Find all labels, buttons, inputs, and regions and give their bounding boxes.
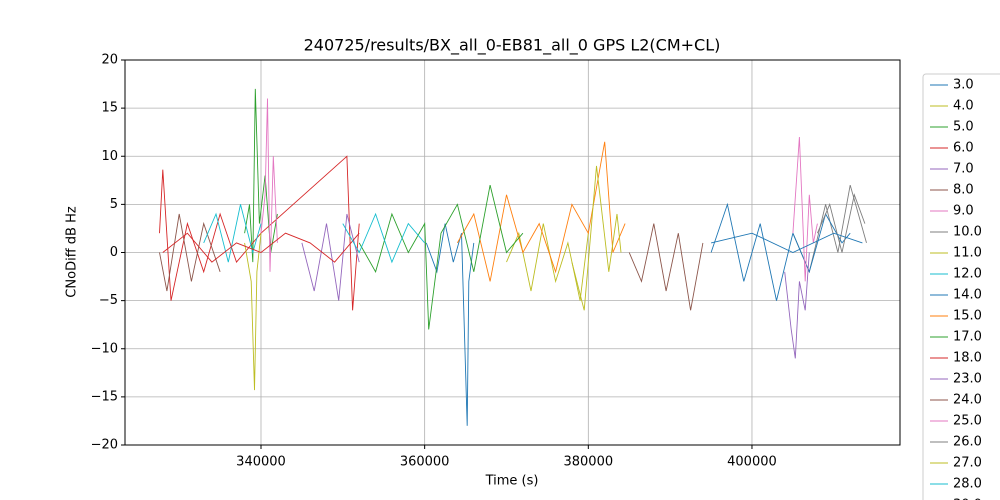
legend-label: 8.0	[953, 183, 974, 198]
legend-label: 27.0	[953, 456, 982, 471]
series-line	[792, 136, 818, 282]
series-line	[260, 98, 278, 272]
legend-label: 10.0	[953, 225, 982, 240]
y-tick-label: 10	[101, 149, 118, 164]
series-line	[159, 155, 360, 311]
series-line	[342, 212, 426, 264]
legend-box	[922, 73, 1000, 500]
legend: 3.0 4.0 5.0 6.0 7.0 8.0 9.0 10.0 11.0 12.0 14.0 15.…	[930, 78, 982, 500]
legend-label: 5.0	[953, 120, 974, 135]
series-line	[710, 202, 851, 301]
series-line	[457, 141, 626, 282]
legend-label: 12.0	[953, 267, 982, 282]
plot-lines	[159, 88, 867, 426]
legend-label: 17.0	[953, 330, 982, 345]
series-line	[358, 184, 524, 330]
legend-label: 14.0	[953, 288, 982, 303]
x-axis-label: Time (s)	[485, 474, 539, 489]
series-line	[571, 165, 622, 311]
y-tick-label: 5	[110, 197, 118, 212]
y-tick-label: −15	[91, 389, 118, 404]
series-line	[425, 223, 475, 426]
chart-title: 240725/results/BX_all_0-EB81_all_0 GPS L…	[304, 36, 721, 56]
y-tick-label: −10	[91, 341, 118, 356]
series-line	[162, 232, 360, 263]
legend-label: 25.0	[953, 414, 982, 429]
series-line	[816, 193, 866, 253]
legend-label: 18.0	[953, 351, 982, 366]
legend-label: 6.0	[953, 141, 974, 156]
series-line	[710, 232, 863, 253]
y-tick-label: −5	[99, 293, 118, 308]
x-tick-label: 380000	[563, 455, 613, 470]
y-tick-label: 20	[101, 53, 118, 68]
legend-label: 4.0	[953, 99, 974, 114]
legend-label: 23.0	[953, 372, 982, 387]
y-tick-label: 15	[101, 101, 118, 116]
legend-label: 3.0	[953, 78, 974, 93]
y-axis-label: CNoDiff dB Hz	[65, 206, 80, 298]
y-tick-label: 0	[110, 245, 118, 260]
series-line	[784, 252, 810, 359]
x-tick-label: 400000	[727, 455, 777, 470]
y-tick-label: −20	[91, 438, 118, 453]
legend-label: 15.0	[953, 309, 982, 324]
legend-label: 9.0	[953, 204, 974, 219]
legend-label: 7.0	[953, 162, 974, 177]
legend-label: 11.0	[953, 246, 982, 261]
series-line	[203, 204, 262, 263]
legend-label: 26.0	[953, 435, 982, 450]
legend-label: 24.0	[953, 393, 982, 408]
series-line	[244, 233, 262, 391]
series-line	[159, 213, 221, 292]
legend-label: 28.0	[953, 477, 982, 492]
x-tick-label: 360000	[400, 455, 450, 470]
series-line	[628, 223, 704, 311]
series-line	[301, 213, 360, 301]
legend-label: 30.0	[953, 498, 982, 500]
x-tick-label: 340000	[236, 455, 286, 470]
